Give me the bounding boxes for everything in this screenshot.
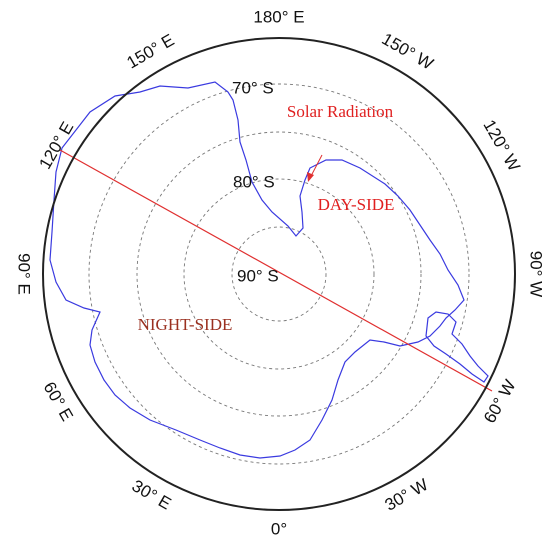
longitude-label: 90° E (15, 253, 34, 295)
solar-arrow-head (307, 172, 314, 182)
day-label: DAY-SIDE (318, 195, 395, 214)
coastline (49, 81, 465, 459)
grid-circle (88, 83, 470, 465)
longitude-label: 30° W (382, 475, 432, 515)
night-label: NIGHT-SIDE (138, 315, 233, 334)
longitude-label: 90° W (527, 251, 546, 297)
peninsula (425, 311, 489, 383)
grid (88, 83, 470, 465)
grid-circle (231, 226, 327, 322)
grid-circle (136, 131, 422, 417)
longitude-label: 0° (271, 519, 287, 538)
outer-circle (42, 37, 516, 511)
longitude-label: 180° E (253, 7, 304, 26)
longitude-label: 60° W (480, 377, 520, 427)
latitude-label: 80° S (233, 172, 275, 191)
longitude-label: 120° W (479, 117, 523, 175)
terminator-line (59, 149, 493, 392)
grid-circle (183, 178, 375, 370)
longitude-label: 150° W (379, 29, 437, 73)
solar-label: Solar Radiation (287, 102, 394, 121)
latitude-label: 90° S (237, 266, 279, 285)
latitude-label: 70° S (232, 78, 274, 97)
